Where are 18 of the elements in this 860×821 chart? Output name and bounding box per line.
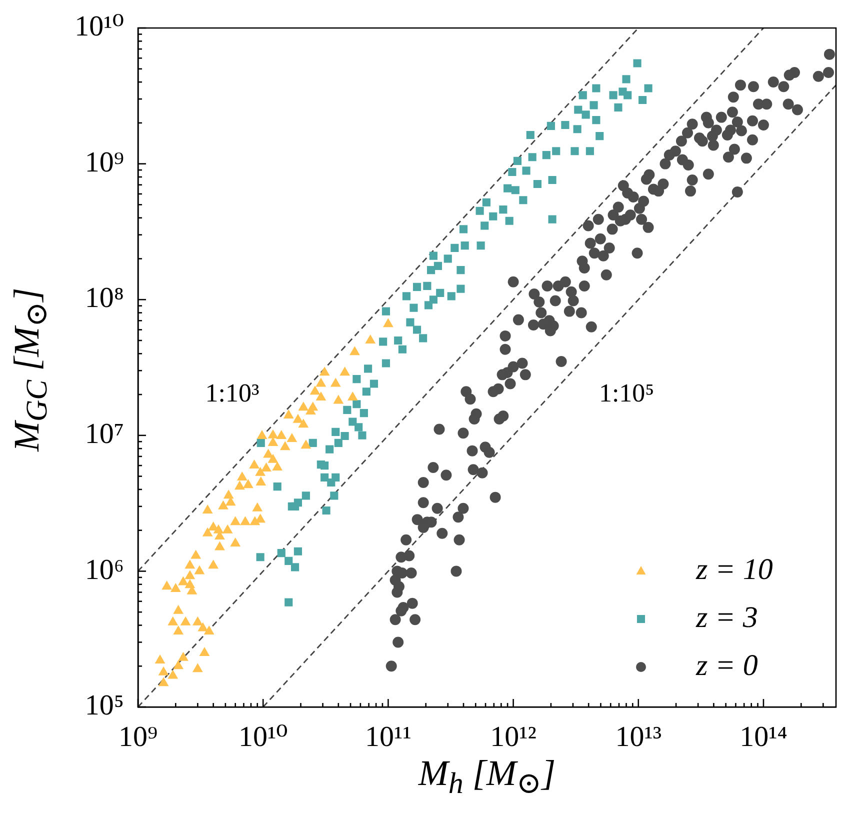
legend-label: z = 3 <box>695 600 758 634</box>
x-tick-label: 10¹² <box>490 721 537 754</box>
x-tick-label: 10¹¹ <box>364 721 412 754</box>
annotation: 1:10³ <box>205 378 260 408</box>
y-tick-label: 10⁹ <box>84 146 124 178</box>
x-tick-label: 10⁹ <box>118 721 158 754</box>
legend-label: z = 0 <box>695 648 758 682</box>
y-tick-label: 10⁸ <box>84 282 124 314</box>
x-tick-label: 10¹⁴ <box>740 721 788 754</box>
x-tick-label: 10¹⁰ <box>238 721 288 754</box>
y-tick-label: 10¹⁰ <box>74 10 124 43</box>
y-tick-label: 10⁵ <box>84 690 124 722</box>
x-tick-label: 10¹³ <box>615 721 662 754</box>
y-tick-label: 10⁶ <box>84 554 124 586</box>
y-tick-label: 10⁷ <box>84 418 124 450</box>
legend-label: z = 10 <box>695 552 773 586</box>
x-axis-title: M$_{h}$ [M$_{⊙}$] <box>417 752 557 802</box>
annotation: 1:10⁵ <box>598 378 654 408</box>
